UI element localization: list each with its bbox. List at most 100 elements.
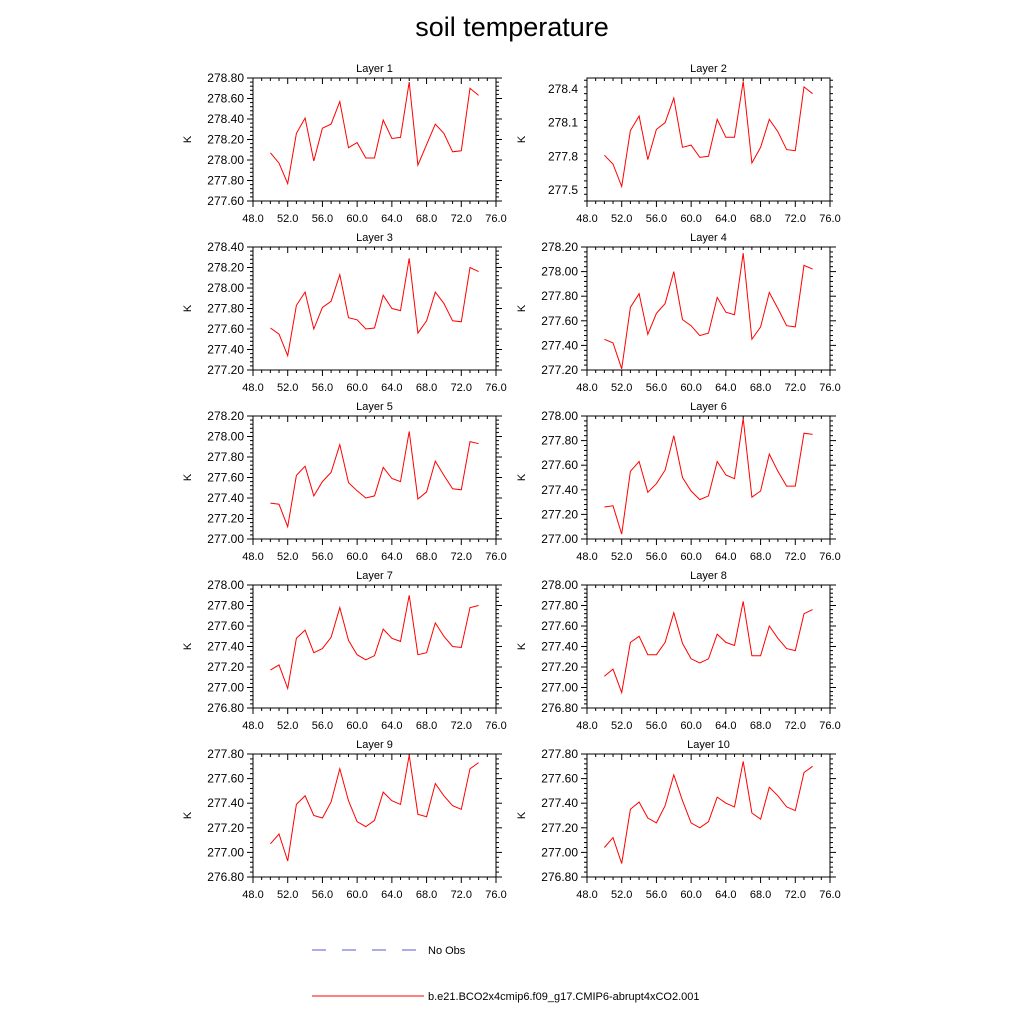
y-tick-label: 277.80 xyxy=(541,747,578,761)
x-tick-label: 72.0 xyxy=(451,720,472,732)
y-tick-label: 278.60 xyxy=(207,92,244,106)
x-tick-label: 72.0 xyxy=(451,382,472,394)
x-tick-label: 76.0 xyxy=(819,889,840,901)
x-tick-label: 56.0 xyxy=(646,720,667,732)
x-tick-label: 68.0 xyxy=(416,889,437,901)
x-tick-label: 64.0 xyxy=(715,720,736,732)
plot-frame xyxy=(252,246,497,371)
panel-layer-8: Layer 8 48.0 52.0 56.0 60.0 64.0 68.0 72.0 76.0 2… xyxy=(516,570,841,732)
panel-layer-6: Layer 6 48.0 52.0 56.0 60.0 64.0 68.0 72.0 76.0 2… xyxy=(516,401,841,563)
x-tick-label: 56.0 xyxy=(646,551,667,563)
panel-layer-5: Layer 5 48.0 52.0 56.0 60.0 64.0 68.0 72.0 76.0 2… xyxy=(182,401,507,563)
x-tick-label: 52.0 xyxy=(277,551,298,563)
x-tick-label: 60.0 xyxy=(680,720,701,732)
y-tick-label: 278.80 xyxy=(207,71,244,85)
y-tick-label: 278.20 xyxy=(207,133,244,147)
y-axis-label: K xyxy=(516,473,528,481)
y-tick-label: 277.40 xyxy=(541,796,578,810)
y-tick-label: 277.20 xyxy=(541,507,578,521)
x-tick-label: 60.0 xyxy=(346,551,367,563)
y-tick-label: 278.00 xyxy=(541,578,578,592)
x-tick-label: 76.0 xyxy=(485,889,506,901)
y-tick-label: 278.20 xyxy=(541,240,578,254)
series-line-model xyxy=(604,81,813,189)
x-tick-label: 52.0 xyxy=(277,720,298,732)
x-tick-label: 76.0 xyxy=(819,213,840,225)
x-tick-label: 48.0 xyxy=(576,213,597,225)
x-tick-label: 68.0 xyxy=(750,889,771,901)
plot-frame xyxy=(252,584,497,709)
x-tick-label: 60.0 xyxy=(346,720,367,732)
x-tick-label: 76.0 xyxy=(819,382,840,394)
y-tick-label: 276.80 xyxy=(541,701,578,715)
x-tick-label: 52.0 xyxy=(611,889,632,901)
y-axis-label: K xyxy=(182,811,194,819)
plot-frame xyxy=(252,753,497,878)
y-tick-label: 278.40 xyxy=(207,112,244,126)
y-tick-label: 277.40 xyxy=(541,483,578,497)
y-tick-label: 277.00 xyxy=(541,532,578,546)
y-axis-label: K xyxy=(182,642,194,650)
panel-layer-4: Layer 4 48.0 52.0 56.0 60.0 64.0 68.0 72.0 76.0 2… xyxy=(516,232,841,394)
panel-layer-10: Layer 10 48.0 52.0 56.0 60.0 64.0 68.0 72.0 76.0… xyxy=(516,739,841,901)
y-tick-label: 277.20 xyxy=(207,821,244,835)
y-tick-label: 277.00 xyxy=(541,845,578,859)
x-tick-label: 56.0 xyxy=(646,889,667,901)
y-tick-label: 277.8 xyxy=(548,149,578,163)
panel-title: Layer 7 xyxy=(356,570,393,582)
x-tick-label: 48.0 xyxy=(576,889,597,901)
x-tick-label: 60.0 xyxy=(346,889,367,901)
x-tick-label: 76.0 xyxy=(485,213,506,225)
x-tick-label: 56.0 xyxy=(312,720,333,732)
x-tick-label: 48.0 xyxy=(242,889,263,901)
x-tick-label: 76.0 xyxy=(485,382,506,394)
y-tick-label: 277.20 xyxy=(541,821,578,835)
y-tick-label: 277.40 xyxy=(207,640,244,654)
x-tick-label: 52.0 xyxy=(611,551,632,563)
y-tick-label: 277.20 xyxy=(207,363,244,377)
y-tick-label: 278.00 xyxy=(207,578,244,592)
y-tick-label: 278.00 xyxy=(207,281,244,295)
x-tick-label: 60.0 xyxy=(346,213,367,225)
y-tick-label: 277.00 xyxy=(541,681,578,695)
y-axis-label: K xyxy=(182,473,194,481)
y-tick-label: 278.20 xyxy=(207,261,244,275)
y-tick-label: 277.40 xyxy=(207,796,244,810)
y-tick-label: 277.80 xyxy=(541,434,578,448)
y-axis-label: K xyxy=(516,304,528,312)
y-tick-label: 278.00 xyxy=(541,409,578,423)
panel-title: Layer 3 xyxy=(356,232,393,244)
series-line-model xyxy=(270,595,479,691)
y-axis-label: K xyxy=(182,135,194,143)
x-tick-label: 56.0 xyxy=(312,889,333,901)
x-tick-label: 60.0 xyxy=(680,889,701,901)
x-tick-label: 64.0 xyxy=(381,720,402,732)
x-tick-label: 76.0 xyxy=(819,551,840,563)
series-line-model xyxy=(604,601,813,695)
x-tick-label: 52.0 xyxy=(277,382,298,394)
figure-title: soil temperature xyxy=(415,12,609,42)
panel-layer-9: Layer 9 48.0 52.0 56.0 60.0 64.0 68.0 72.0 76.0 2… xyxy=(182,739,507,901)
y-axis-label: K xyxy=(516,642,528,650)
series-line-model xyxy=(604,253,813,369)
y-tick-label: 277.20 xyxy=(541,363,578,377)
y-tick-label: 277.20 xyxy=(207,660,244,674)
panel-title: Layer 2 xyxy=(690,63,727,75)
x-tick-label: 68.0 xyxy=(750,213,771,225)
x-tick-label: 64.0 xyxy=(715,889,736,901)
x-tick-label: 64.0 xyxy=(381,551,402,563)
y-tick-label: 276.80 xyxy=(207,701,244,715)
x-tick-label: 64.0 xyxy=(715,551,736,563)
x-tick-label: 72.0 xyxy=(785,720,806,732)
x-tick-label: 48.0 xyxy=(242,720,263,732)
panel-layer-1: Layer 1 48.0 52.0 56.0 60.0 64.0 68.0 72.0 76.0 2… xyxy=(182,63,507,225)
y-axis-label: K xyxy=(516,135,528,143)
x-tick-label: 52.0 xyxy=(611,382,632,394)
x-tick-label: 52.0 xyxy=(611,720,632,732)
y-tick-label: 277.60 xyxy=(207,194,244,208)
y-tick-label: 278.00 xyxy=(207,430,244,444)
x-tick-label: 76.0 xyxy=(485,720,506,732)
y-axis-label: K xyxy=(182,304,194,312)
panel-title: Layer 1 xyxy=(356,63,393,75)
